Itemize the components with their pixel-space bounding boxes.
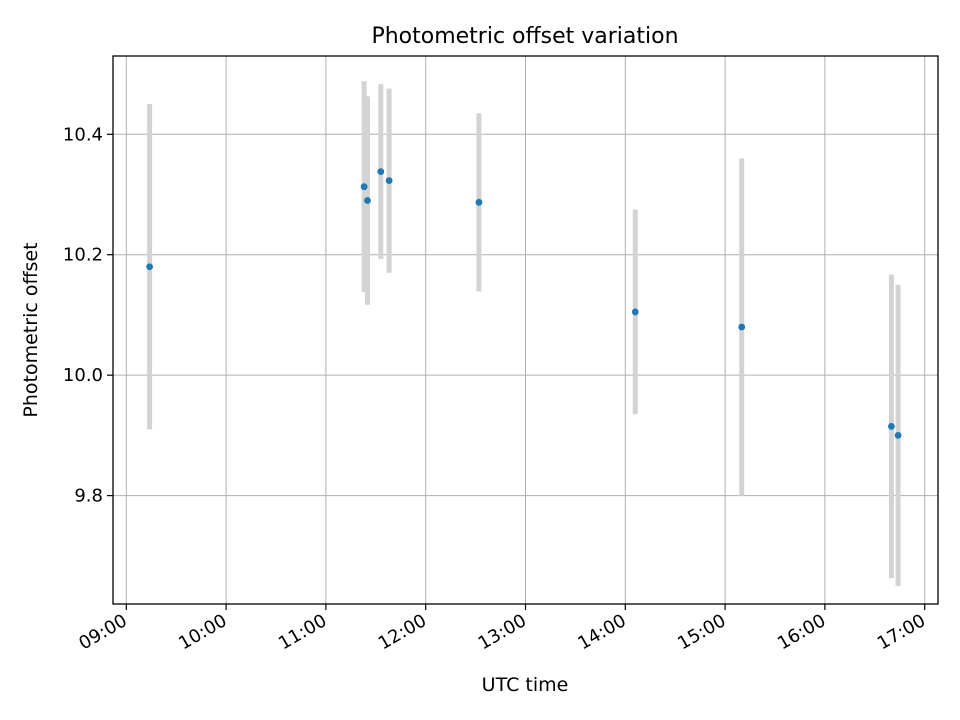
data-point: [738, 323, 746, 331]
y-axis-label: Photometric offset: [20, 242, 42, 417]
data-point: [888, 422, 895, 430]
data-point: [377, 168, 385, 176]
x-tick-label: 11:00: [275, 610, 330, 654]
y-tick-label: 10.0: [63, 365, 103, 386]
data-points: [146, 168, 902, 439]
data-point: [385, 177, 393, 185]
grid: [113, 56, 938, 604]
data-point: [364, 197, 371, 204]
data-point: [894, 431, 902, 439]
chart-title: Photometric offset variation: [371, 24, 678, 49]
y-tick-label: 9.8: [74, 486, 103, 507]
y-tick-label: 10.2: [63, 245, 103, 266]
x-tick-label: 15:00: [674, 610, 729, 654]
data-point: [631, 308, 639, 316]
x-tick-label: 13:00: [475, 610, 530, 654]
x-tick-label: 12:00: [375, 610, 430, 654]
x-axis-ticks: 09:00 10:00 11:00 12:00 13:00 14:00 15:00 16:00…: [75, 604, 929, 654]
data-point: [475, 198, 483, 206]
data-point: [360, 183, 368, 191]
data-point: [146, 263, 153, 271]
x-tick-label: 14:00: [574, 610, 629, 654]
x-tick-label: 17:00: [874, 610, 929, 654]
x-tick-label: 09:00: [75, 610, 130, 654]
y-axis-ticks: 9.8 10.0 10.2 10.4: [63, 124, 113, 507]
x-tick-label: 10:00: [175, 610, 230, 654]
y-tick-label: 10.4: [63, 124, 103, 145]
x-tick-label: 16:00: [774, 610, 829, 654]
x-axis-label: UTC time: [482, 674, 569, 696]
